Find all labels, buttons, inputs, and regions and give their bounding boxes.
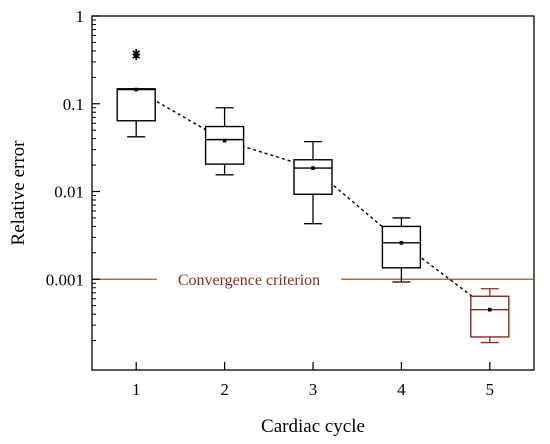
x-tick-label: 5 [486,380,495,399]
box-cycle-3 [293,140,333,225]
iqr-box [293,159,333,195]
y-tick-label: 0.01 [54,183,84,202]
mean-marker [134,87,138,92]
y-tick-label: 1 [76,7,85,26]
y-axis-label: Relative error [8,140,29,246]
x-axis-label: Cardiac cycle [261,416,365,437]
mean-marker [399,241,404,245]
x-tick-label: 1 [132,380,141,399]
outlier-marker: ✱ [132,47,141,60]
x-tick-label: 3 [309,380,318,399]
box-cycle-5 [470,288,510,344]
y-tick-label: 0.001 [46,270,84,289]
box-cycle-4 [381,217,422,283]
convergence-label: Convergence criterion [178,272,320,289]
x-tick-label: 4 [397,380,406,399]
x-tick-label: 2 [220,380,229,399]
box-cycle-2 [204,107,245,176]
y-tick-label: 0.1 [63,95,84,114]
iqr-box [116,88,156,122]
iqr-box [381,225,422,269]
mean-marker [488,307,492,312]
mean-marker [222,138,227,143]
outlier-marker: ✱ [132,50,141,63]
iqr-box [204,125,245,165]
mean-marker [311,166,315,170]
box-cycle-1: ✱✱ [116,47,156,138]
iqr-box [470,295,510,338]
